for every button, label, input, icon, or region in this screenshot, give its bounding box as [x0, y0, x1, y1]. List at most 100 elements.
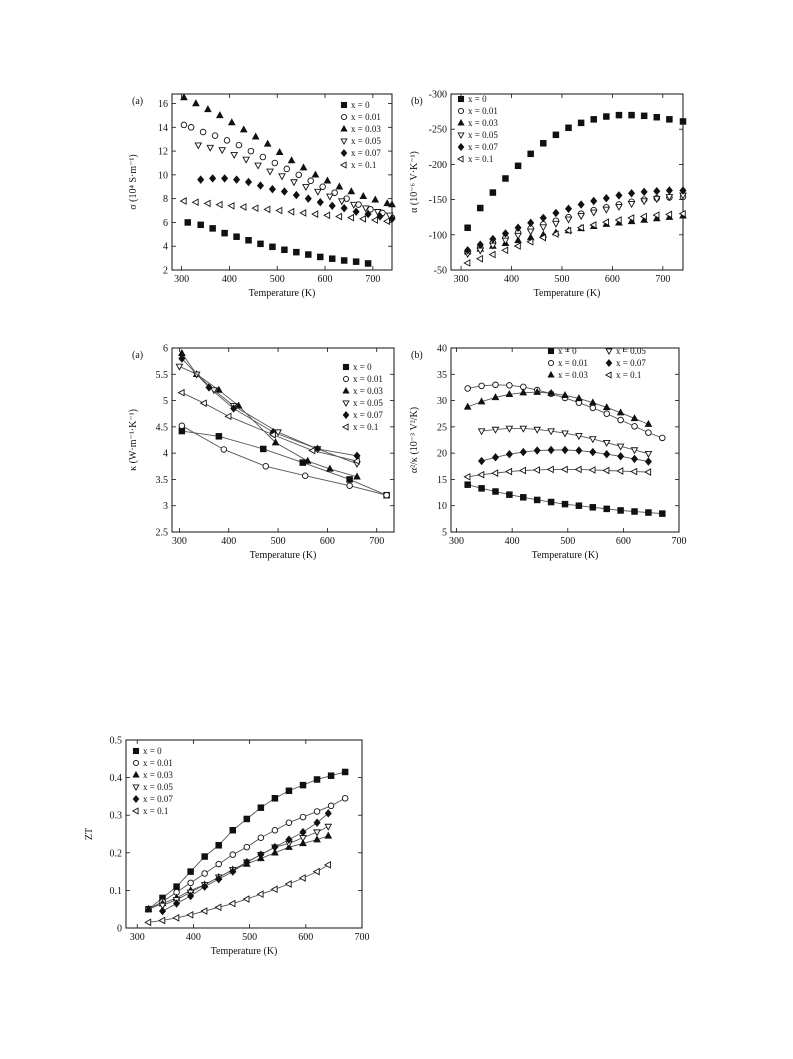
y-tick-label: 5 [442, 528, 447, 539]
data-point [308, 446, 316, 455]
data-point [271, 826, 279, 834]
x-tick-label: 700 [355, 932, 370, 943]
data-point [323, 176, 332, 184]
data-point [229, 851, 237, 858]
sigma-chart: 300 400 500 600 700 2 4 6 8 10 12 14 16 Temperature (… [128, 93, 396, 299]
data-point [285, 787, 293, 795]
data-point [299, 839, 307, 847]
data-point [477, 470, 485, 479]
data-point [615, 111, 623, 119]
y-tick-label: 0.5 [110, 736, 123, 747]
data-point [215, 200, 223, 209]
legend-marker [339, 161, 347, 169]
data-point [317, 253, 324, 261]
data-point [144, 918, 152, 927]
thermal-conductivity-chart: 300 400 500 600 700 2.5 3 3.5 4 4.5 5 5.5 6 Temperatu… [128, 344, 395, 561]
data-point [506, 382, 513, 389]
legend-marker [132, 747, 140, 755]
legend-label: x = 0.03 [353, 386, 383, 396]
data-point [314, 444, 322, 454]
legend-label: x = 0.05 [351, 136, 381, 146]
data-point [215, 433, 223, 440]
data-point [173, 899, 181, 908]
data-point [227, 118, 236, 126]
data-point [477, 428, 486, 436]
data-point [327, 772, 335, 779]
data-point [180, 93, 188, 101]
series-0 [464, 111, 687, 232]
legend-marker [342, 375, 350, 383]
data-point [187, 879, 194, 887]
data-point [215, 860, 222, 868]
data-point [627, 201, 636, 209]
data-point [251, 204, 259, 213]
x-tick-label: 600 [320, 536, 335, 547]
data-point [257, 834, 265, 842]
x-tick-label: 600 [605, 274, 620, 285]
series-4 [478, 445, 652, 466]
data-point [478, 382, 485, 390]
x-tick-label: 500 [554, 274, 569, 285]
legend-marker [132, 759, 140, 767]
data-point [464, 224, 471, 232]
data-point [285, 819, 293, 826]
legend-marker [457, 107, 465, 115]
legend-label: x = 0.05 [616, 346, 646, 356]
data-point [187, 891, 195, 901]
data-point [144, 904, 153, 912]
data-point [221, 229, 228, 237]
data-point [158, 902, 167, 910]
data-point [313, 808, 321, 815]
data-point [506, 491, 513, 498]
series-3 [463, 192, 687, 259]
y-tick-label: 30 [437, 396, 447, 407]
data-point [464, 246, 472, 255]
legend-label: x = 0.1 [351, 160, 376, 170]
data-point [564, 226, 572, 235]
data-point [175, 363, 184, 371]
data-point [313, 818, 321, 827]
data-point [209, 174, 217, 183]
data-point [192, 99, 200, 107]
series-3 [477, 425, 653, 458]
data-point [230, 404, 238, 413]
data-point [640, 198, 649, 206]
data-point [561, 430, 569, 438]
legend-label: x = 0.01 [351, 112, 381, 122]
data-point [274, 429, 282, 437]
data-point [533, 496, 541, 504]
series-0 [184, 219, 372, 267]
series-line [181, 392, 358, 462]
y-tick-label: 3 [163, 501, 168, 512]
data-point [520, 494, 527, 501]
data-point [221, 174, 229, 183]
data-point [299, 813, 307, 821]
data-point [243, 815, 251, 823]
x-tick-label: 300 [454, 274, 469, 285]
x-tick-label: 600 [318, 274, 333, 285]
legend-marker [342, 400, 350, 408]
data-point [645, 509, 652, 516]
seebeck-chart: 300 400 500 600 700 -50 -100 -150 -200 -250 -300 Te… [409, 90, 687, 299]
data-point [283, 165, 291, 173]
data-point [615, 203, 623, 211]
y-tick-label: 4 [163, 449, 168, 460]
data-point [489, 234, 497, 244]
data-point [247, 147, 255, 155]
legend-marker [132, 770, 140, 778]
data-point [388, 200, 396, 208]
data-point [259, 153, 267, 161]
data-point [514, 223, 522, 232]
y-tick-label: 4.5 [156, 422, 169, 433]
data-point [603, 505, 610, 513]
data-point [639, 212, 647, 221]
power-factor-ratio-chart: 300 400 500 600 700 5 10 15 20 25 30 35 40 Temperatur… [409, 344, 687, 562]
data-point [630, 467, 638, 476]
data-point [243, 843, 251, 851]
data-point [347, 187, 356, 195]
data-point [602, 439, 611, 447]
data-point [653, 113, 661, 121]
data-point [577, 119, 585, 127]
legend-marker [605, 359, 613, 367]
data-point [242, 156, 250, 164]
